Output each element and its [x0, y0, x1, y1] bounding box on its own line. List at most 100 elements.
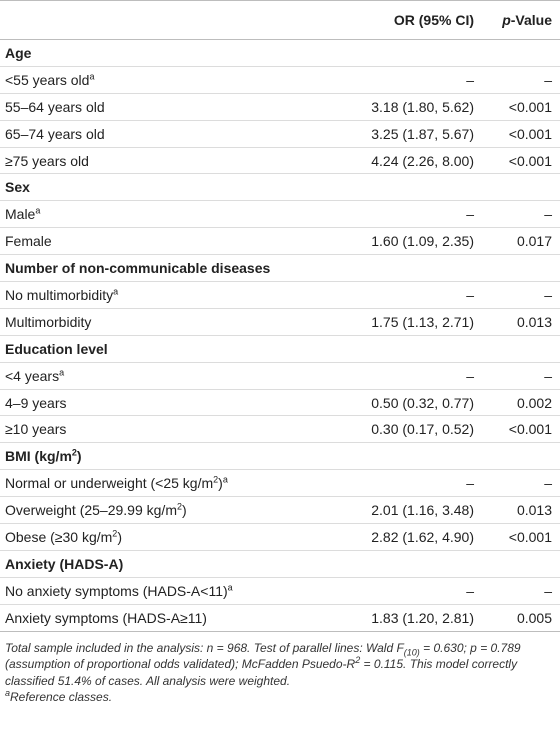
row-label: 65–74 years old [5, 125, 105, 142]
label-cell: Overweight (25–29.99 kg/m2) [0, 496, 318, 525]
label-cell: <55 years olda [0, 66, 318, 94]
section-cell: Anxiety (HADS-A) [0, 550, 318, 578]
table-row: Obese (≥30 kg/m2) 2.82 (1.62, 4.90) <0.001 [0, 523, 560, 551]
or-cell: – [318, 362, 484, 390]
footnote-part-2: = 0.630; p = 0.789 (assumption of propor… [5, 640, 521, 672]
row-label: <4 years [5, 367, 60, 384]
p-value-cell: 0.013 [484, 308, 560, 336]
table-row: Malea – – [0, 200, 560, 229]
section-cell: Sex [0, 173, 318, 202]
label-cell: Normal or underweight (<25 kg/m2)a [0, 469, 318, 498]
unit-superscript: 2 [213, 474, 219, 485]
footnote-part-3: = 0.115. This model correctly classified… [5, 657, 518, 688]
footnote-part-1: Total sample included in the analysis: n… [5, 640, 404, 655]
section-empty-cell [318, 254, 560, 283]
label-cell: Female [0, 227, 318, 256]
table-row: Female 1.60 (1.09, 2.35) 0.017 [0, 227, 560, 256]
unit-superscript: 2 [112, 528, 118, 539]
header-blank [0, 0, 318, 40]
p-value-cell: <0.001 [484, 147, 560, 175]
odds-ratio-table: OR (95% CI) p-Value Age <55 years olda – –5… [0, 0, 560, 632]
row-label: No multimorbidity [5, 286, 114, 303]
header-p-value: p-Value [484, 0, 560, 40]
section-empty-cell [318, 173, 560, 202]
table-row: 55–64 years old 3.18 (1.80, 5.62) <0.001 [0, 93, 560, 121]
table-row: ≥10 years 0.30 (0.17, 0.52) <0.001 [0, 415, 560, 444]
label-cell: Malea [0, 200, 318, 229]
footnote-text: Total sample included in the analysis: n… [5, 640, 555, 690]
section-label: Sex [5, 179, 30, 196]
section-label: Education level [5, 340, 108, 357]
or-cell: 3.25 (1.87, 5.67) [318, 120, 484, 148]
row-label: ≥75 years old [5, 152, 89, 169]
footnote-ref-marker: a [5, 688, 11, 699]
row-label: No anxiety symptoms (HADS-A<11) [5, 582, 228, 599]
table-row: 4–9 years 0.50 (0.32, 0.77) 0.002 [0, 389, 560, 417]
or-cell: 0.50 (0.32, 0.77) [318, 389, 484, 417]
reference-marker: a [227, 582, 233, 593]
label-suffix: ) [218, 475, 223, 492]
row-label: Overweight (25–29.99 kg/m [5, 502, 177, 519]
p-value-cell: – [484, 200, 560, 229]
label-cell: Anxiety symptoms (HADS-A≥11) [0, 604, 318, 632]
row-label: Multimorbidity [5, 313, 92, 330]
header-p-rest: -Value [510, 12, 552, 28]
section-cell: BMI (kg/m2) [0, 442, 318, 471]
p-value-cell: – [484, 66, 560, 94]
label-cell: Multimorbidity [0, 308, 318, 336]
header-p-italic: p [502, 12, 511, 28]
section-label: Number of non-communicable diseases [5, 260, 271, 277]
p-value-cell: <0.001 [484, 93, 560, 121]
table-row: Overweight (25–29.99 kg/m2) 2.01 (1.16, 3… [0, 496, 560, 525]
table-body: Age <55 years olda – –55–64 years old 3.18 (… [0, 39, 560, 632]
section-row: Education level [0, 335, 560, 363]
unit-superscript: 2 [176, 501, 182, 512]
or-cell: 4.24 (2.26, 8.00) [318, 147, 484, 175]
row-label: Anxiety symptoms (HADS-A≥11) [5, 609, 207, 626]
or-cell: 1.83 (1.20, 2.81) [318, 604, 484, 632]
p-value-cell: 0.005 [484, 604, 560, 632]
label-cell: <4 yearsa [0, 362, 318, 390]
p-value-cell: <0.001 [484, 523, 560, 551]
reference-marker: a [113, 286, 119, 297]
or-cell: 2.01 (1.16, 3.48) [318, 496, 484, 525]
label-cell: 65–74 years old [0, 120, 318, 148]
row-label: Female [5, 233, 52, 250]
table-footnote: Total sample included in the analysis: n… [0, 632, 560, 706]
label-suffix: ) [182, 502, 187, 519]
section-empty-cell [318, 442, 560, 471]
section-empty-cell [318, 550, 560, 578]
p-value-cell: 0.013 [484, 496, 560, 525]
section-label: BMI (kg/m [5, 448, 72, 465]
reference-marker: a [59, 366, 65, 377]
header-or: OR (95% CI) [318, 0, 484, 40]
or-cell: 3.18 (1.80, 5.62) [318, 93, 484, 121]
reference-marker: a [222, 474, 228, 485]
p-value-cell: – [484, 577, 560, 605]
table-row: Anxiety symptoms (HADS-A≥11) 1.83 (1.20, … [0, 604, 560, 632]
reference-marker: a [89, 71, 95, 82]
unit-superscript: 2 [71, 447, 77, 458]
section-empty-cell [318, 39, 560, 67]
or-cell: – [318, 281, 484, 309]
table-row: 65–74 years old 3.25 (1.87, 5.67) <0.001 [0, 120, 560, 148]
label-cell: Obese (≥30 kg/m2) [0, 523, 318, 551]
section-label: Anxiety (HADS-A) [5, 555, 124, 572]
or-cell: – [318, 200, 484, 229]
section-row: Number of non-communicable diseases [0, 254, 560, 283]
or-cell: 2.82 (1.62, 4.90) [318, 523, 484, 551]
row-label: Obese (≥30 kg/m [5, 528, 113, 545]
row-label: Normal or underweight (<25 kg/m [5, 475, 214, 492]
row-label: Male [5, 206, 36, 223]
footnote-superscript: 2 [355, 655, 361, 666]
section-row: Anxiety (HADS-A) [0, 550, 560, 578]
label-cell: ≥75 years old [0, 147, 318, 175]
p-value-cell: <0.001 [484, 120, 560, 148]
p-value-cell: 0.017 [484, 227, 560, 256]
section-cell: Education level [0, 335, 318, 363]
row-label: ≥10 years [5, 421, 67, 438]
footnote-reference: aReference classes. [5, 689, 555, 706]
table-row: No multimorbiditya – – [0, 281, 560, 309]
section-empty-cell [318, 335, 560, 363]
section-label: Age [5, 44, 32, 61]
